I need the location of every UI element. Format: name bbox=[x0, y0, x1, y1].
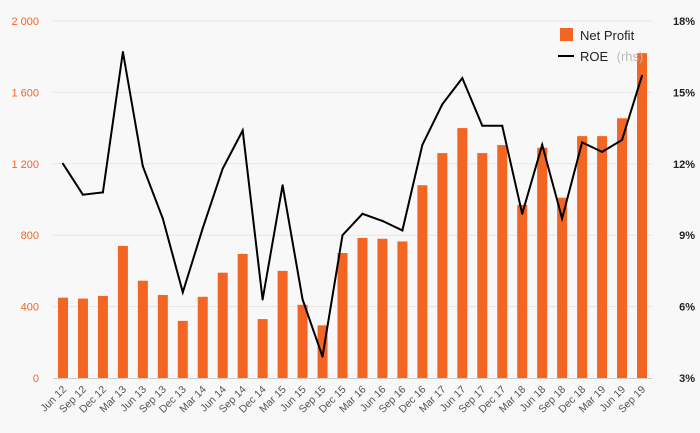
net-profit-bar bbox=[277, 270, 288, 378]
legend-net-profit-label: Net Profit bbox=[580, 28, 635, 43]
legend-roe-suffix: (rhs) bbox=[617, 49, 644, 64]
roe-point bbox=[181, 291, 184, 294]
y-right-tick-label: 15% bbox=[673, 87, 695, 99]
roe-point bbox=[361, 212, 364, 215]
roe-point bbox=[301, 298, 304, 301]
net-profit-bar bbox=[637, 53, 648, 378]
roe-line bbox=[62, 51, 643, 357]
roe-point bbox=[521, 212, 524, 215]
y-left-tick-label: 0 bbox=[33, 373, 39, 385]
roe-point bbox=[601, 150, 604, 153]
y-right-tick-label: 3% bbox=[679, 373, 695, 385]
roe-point bbox=[541, 143, 544, 146]
net-profit-bar bbox=[437, 153, 448, 378]
net-profit-bar bbox=[257, 319, 268, 378]
net-profit-bar bbox=[457, 128, 468, 378]
roe-point bbox=[501, 124, 504, 127]
roe-point bbox=[161, 217, 164, 220]
net-profit-bar bbox=[417, 185, 428, 378]
roe-line-layer bbox=[61, 50, 644, 358]
net-profit-bar bbox=[377, 238, 388, 378]
roe-point bbox=[141, 165, 144, 168]
net-profit-bar bbox=[397, 241, 408, 378]
net-profit-bar bbox=[597, 136, 608, 378]
y-left-tick-label: 1 600 bbox=[11, 87, 39, 99]
y-right-tick-label: 6% bbox=[679, 302, 695, 314]
net-profit-bar bbox=[97, 295, 108, 378]
net-profit-bar bbox=[177, 320, 188, 378]
roe-point bbox=[261, 298, 264, 301]
net-profit-bar bbox=[357, 237, 368, 378]
roe-point bbox=[281, 184, 284, 187]
roe-point bbox=[61, 162, 64, 165]
gridlines bbox=[53, 20, 652, 308]
net-profit-bar bbox=[617, 118, 628, 378]
roe-point bbox=[81, 193, 84, 196]
net-profit-bar bbox=[77, 298, 88, 378]
net-profit-bar bbox=[557, 197, 568, 378]
roe-point bbox=[461, 77, 464, 80]
roe-point bbox=[101, 191, 104, 194]
y-left-tick-label: 2 000 bbox=[11, 16, 39, 28]
roe-point bbox=[481, 124, 484, 127]
y-left-tick-label: 800 bbox=[21, 230, 39, 242]
roe-point bbox=[241, 129, 244, 132]
roe-point bbox=[121, 50, 124, 53]
y-left-tick-label: 1 200 bbox=[11, 159, 39, 171]
net-profit-bar bbox=[237, 253, 248, 378]
legend-roe-name: ROE bbox=[580, 49, 609, 64]
net-profit-bar bbox=[117, 245, 128, 378]
legend-roe-label: ROE (rhs) bbox=[580, 48, 643, 65]
net-profit-bar bbox=[477, 153, 488, 378]
net-profit-bar bbox=[197, 296, 208, 378]
roe-point bbox=[641, 74, 644, 77]
net-profit-bar bbox=[537, 147, 548, 378]
roe-point bbox=[201, 227, 204, 230]
net-profit-bar bbox=[577, 136, 588, 378]
net-profit-bars bbox=[57, 53, 648, 378]
roe-point bbox=[441, 103, 444, 106]
legend: Net Profit ROE (rhs) bbox=[558, 28, 643, 65]
roe-point bbox=[341, 234, 344, 237]
roe-point bbox=[321, 355, 324, 358]
roe-point bbox=[561, 217, 564, 220]
net-profit-bar bbox=[57, 297, 68, 378]
y-right-tick-label: 12% bbox=[673, 159, 695, 171]
roe-point bbox=[381, 219, 384, 222]
net-profit-bar bbox=[517, 204, 528, 378]
net-profit-bar bbox=[137, 280, 148, 378]
net-profit-bar bbox=[497, 145, 508, 378]
net-profit-bar bbox=[297, 304, 308, 378]
roe-point bbox=[401, 229, 404, 232]
y-right-tick-label: 9% bbox=[679, 230, 695, 242]
roe-point bbox=[421, 143, 424, 146]
roe-point bbox=[621, 139, 624, 141]
net-profit-bar bbox=[337, 253, 348, 378]
roe-point bbox=[581, 141, 584, 144]
roe-point bbox=[221, 167, 224, 170]
y-left-tick-label: 400 bbox=[21, 302, 39, 314]
legend-net-profit-swatch bbox=[560, 28, 573, 41]
y-right-tick-label: 18% bbox=[673, 16, 695, 28]
net-profit-bar bbox=[217, 272, 228, 378]
net-profit-bar bbox=[157, 294, 168, 378]
